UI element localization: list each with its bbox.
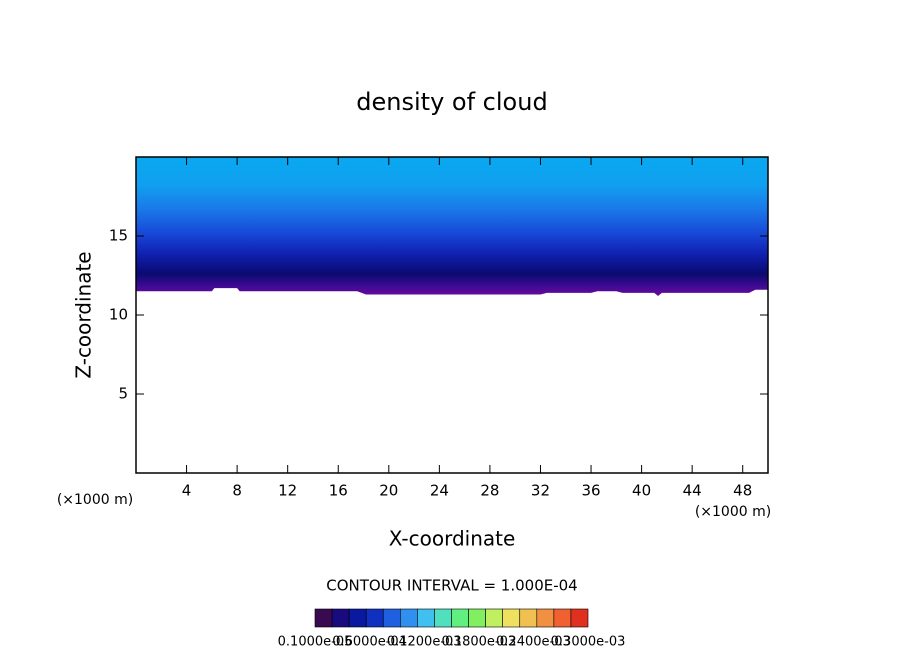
colorbar-cell <box>519 608 538 628</box>
colorbar-cell <box>553 608 572 628</box>
colorbar-cell <box>417 608 435 628</box>
colorbar-cell <box>451 608 469 628</box>
y-tick-label: 5 <box>118 385 128 403</box>
x-tick-label: 28 <box>480 482 499 500</box>
x-tick-label: 36 <box>581 482 600 500</box>
x-tick-label: 16 <box>329 482 348 500</box>
y-axis-label: Z-coordinate <box>72 251 96 378</box>
x-tick-label: 48 <box>733 482 752 500</box>
colorbar-cell <box>434 608 452 628</box>
contour-interval: CONTOUR INTERVAL = 1.000E-04 <box>326 577 577 595</box>
y-tick-label: 15 <box>109 227 128 245</box>
colorbar-cell <box>570 608 589 628</box>
colorbar-cell <box>348 608 367 628</box>
colorbar-cell <box>536 608 555 628</box>
y-tick-label: 10 <box>109 306 128 324</box>
chart-title: density of cloud <box>356 88 547 116</box>
colorbar-label: 0.1800e-03 <box>441 635 516 650</box>
x-tick-label: 4 <box>182 482 192 500</box>
colorbar-cell <box>468 608 486 628</box>
x-tick-label: 20 <box>379 482 398 500</box>
cloud-density <box>136 157 768 297</box>
x-tick-label: 44 <box>683 482 702 500</box>
colorbar-cell <box>314 608 333 628</box>
colorbar-label: 0.1200e-03 <box>387 635 462 650</box>
colorbar-cell <box>485 608 503 628</box>
x-tick-label: 12 <box>278 482 297 500</box>
colorbar-label: 0.6000e-04 <box>332 635 407 650</box>
colorbar-cell <box>400 608 418 628</box>
colorbar-label: 0.1000e-05 <box>278 635 353 650</box>
colorbar-cell <box>382 608 401 628</box>
y-unit: (×1000 m) <box>57 492 133 508</box>
colorbar-label: 0.2400e-03 <box>496 635 571 650</box>
colorbar-cell <box>365 608 384 628</box>
x-unit: (×1000 m) <box>695 504 771 520</box>
colorbar-label: 0.3000e-03 <box>551 635 626 650</box>
x-tick-label: 24 <box>430 482 449 500</box>
x-axis-label: X-coordinate <box>389 527 516 551</box>
x-tick-label: 8 <box>232 482 242 500</box>
colorbar-cell <box>331 608 350 628</box>
x-tick-label: 32 <box>531 482 550 500</box>
x-tick-label: 40 <box>632 482 651 500</box>
colorbar-cell <box>502 608 521 628</box>
